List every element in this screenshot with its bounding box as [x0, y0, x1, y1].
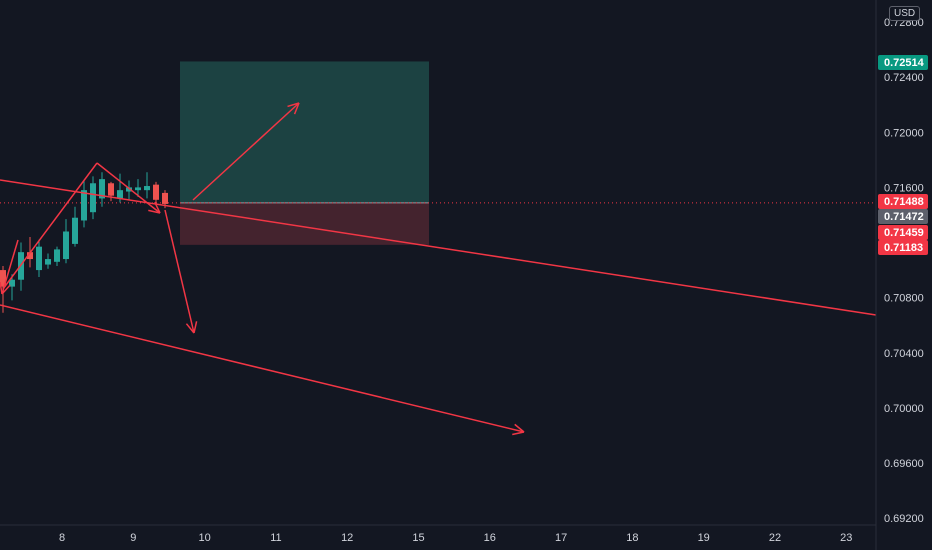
candle-body — [162, 192, 168, 204]
price-tag-label: 0.71459 — [884, 227, 924, 239]
candle-body — [0, 270, 6, 287]
y-tick-label: 0.70400 — [884, 348, 924, 360]
impulse-leg-down-head — [148, 209, 161, 214]
y-tick-label: 0.70800 — [884, 293, 924, 305]
y-tick-label: 0.70000 — [884, 403, 924, 415]
price-tag-label: 0.71472 — [884, 211, 924, 223]
x-tick-label: 16 — [484, 532, 496, 544]
x-tick-label: 12 — [341, 532, 353, 544]
bullish-projection-arrow — [192, 102, 300, 201]
price-tag-bg — [878, 209, 928, 224]
y-tick-label: 0.72000 — [884, 127, 924, 139]
impulse-leg-down-head — [154, 201, 161, 214]
candle-body — [81, 190, 87, 221]
bearish-projection-arrow — [164, 209, 195, 334]
x-tick-label: 8 — [59, 532, 65, 544]
x-tick-label: 23 — [840, 532, 852, 544]
candle-body — [54, 249, 60, 262]
left-down-arrow — [1, 239, 19, 295]
x-tick-label: 19 — [698, 532, 710, 544]
x-tick-label: 22 — [769, 532, 781, 544]
lower-trend-arrow-head — [514, 423, 525, 433]
x-tick-label: 9 — [130, 532, 136, 544]
left-down-arrow-head — [0, 282, 3, 295]
bearish-projection-arrow-head — [185, 323, 195, 334]
candles — [0, 172, 168, 313]
upper-trend-line — [0, 179, 877, 316]
candle-body — [108, 183, 114, 196]
candle-body — [9, 279, 15, 287]
lower-trend-arrow-head — [512, 431, 525, 436]
price-tag-label: 0.71183 — [884, 242, 923, 254]
x-tick-label: 15 — [412, 532, 424, 544]
price-tag-label: 0.72514 — [884, 57, 925, 69]
candle-body — [45, 259, 51, 265]
bullish-projection-arrow-head — [287, 102, 300, 108]
position-zones — [180, 61, 429, 245]
candle-body — [90, 183, 96, 213]
x-tick-label: 17 — [555, 532, 567, 544]
x-tick-label: 11 — [270, 532, 281, 544]
x-tick-label: 10 — [198, 532, 210, 544]
price-tag-bg — [878, 240, 928, 255]
candle-body — [27, 252, 33, 260]
candle-body — [99, 179, 105, 199]
candle-body — [72, 217, 78, 244]
time-axis[interactable]: 8 9 10 11 12 15 16 17 18 19 22 23 — [0, 524, 876, 544]
impulse-leg-up — [2, 162, 98, 290]
lower-trend-arrow — [0, 304, 525, 433]
y-tick-label: 0.69200 — [884, 513, 924, 525]
x-tick-label: 18 — [626, 532, 638, 544]
bullish-projection-arrow-head — [293, 102, 300, 115]
price-axis[interactable]: 0.692000.696000.700000.704000.708000.712… — [875, 0, 924, 550]
y-tick-label: 0.72400 — [884, 72, 924, 84]
stop-zone — [180, 202, 429, 245]
candle-body — [135, 187, 141, 191]
price-tag-bg — [878, 194, 928, 209]
candle-body — [36, 246, 42, 271]
price-tags: 0.72514 0.71488 0.71472 0.71459 0.71183 — [878, 55, 928, 255]
candle-body — [63, 231, 69, 260]
candle-body — [126, 187, 132, 192]
price-tag-bg — [878, 225, 928, 240]
impulse-leg-down — [96, 162, 161, 214]
bearish-projection-arrow-head — [193, 321, 198, 334]
currency-badge[interactable]: USD — [889, 6, 921, 21]
y-tick-label: 0.71600 — [884, 182, 924, 194]
target-zone — [180, 61, 429, 203]
candle-body — [117, 190, 123, 199]
candle-body — [153, 184, 159, 200]
price-tag-label: 0.71488 — [884, 196, 924, 208]
price-tag-bg — [878, 55, 928, 70]
left-down-arrow-head — [1, 284, 11, 295]
trend-drawings[interactable] — [0, 102, 877, 436]
y-tick-label: 0.69600 — [884, 458, 924, 470]
candle-body — [144, 186, 150, 191]
